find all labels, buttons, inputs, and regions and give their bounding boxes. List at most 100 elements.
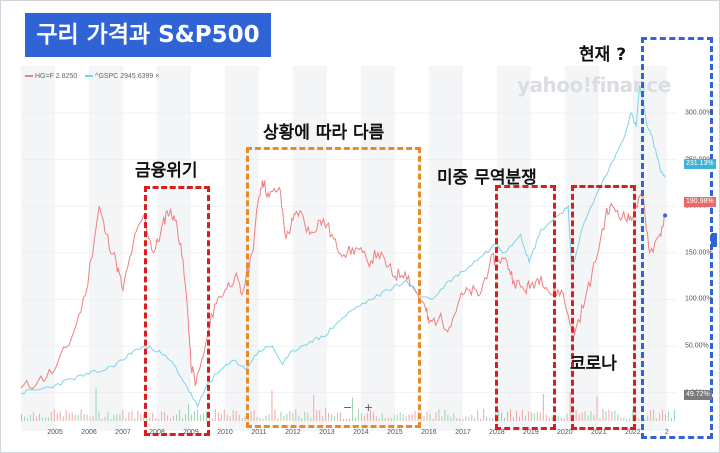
- volume-bar: [310, 417, 312, 421]
- volume-bar: [134, 418, 136, 421]
- volume-bar: [155, 417, 157, 421]
- volume-bar: [504, 417, 506, 421]
- volume-bar: [626, 418, 628, 421]
- year-band: [88, 66, 123, 431]
- volume-bar: [659, 413, 661, 421]
- volume-bar: [83, 414, 85, 421]
- volume-bar: [289, 411, 291, 421]
- zoom-out-button[interactable]: −: [343, 401, 353, 414]
- volume-bar: [530, 411, 532, 421]
- volume-bar: [486, 416, 488, 421]
- volume-bar: [137, 410, 139, 421]
- volume-bar: [432, 418, 434, 421]
- volume-bar: [104, 416, 106, 421]
- volume-bar: [671, 418, 673, 421]
- volume-bar: [471, 415, 473, 421]
- annotation-varies: 상황에 따라 다름: [263, 123, 385, 143]
- volume-bar: [611, 411, 613, 421]
- volume-bar: [357, 409, 359, 421]
- volume-bar: [41, 417, 43, 421]
- volume-bar: [152, 412, 154, 421]
- volume-bar: [396, 414, 398, 421]
- volume-bar: [354, 417, 356, 421]
- year-band: [156, 66, 191, 431]
- volume-bar: [569, 392, 571, 421]
- volume-bar: [602, 409, 604, 421]
- volume-bar: [665, 413, 667, 421]
- y-tick-label: 100.00%: [685, 295, 713, 303]
- volume-bar: [563, 418, 565, 421]
- volume-bar: [459, 418, 461, 421]
- year-band: [292, 66, 327, 431]
- volume-bar: [304, 411, 306, 421]
- volume-bar: [128, 412, 130, 421]
- year-band: [428, 66, 463, 431]
- volume-bar: [453, 413, 455, 421]
- volume-bar: [32, 412, 34, 421]
- close-icon[interactable]: ×: [155, 73, 160, 80]
- legend-item-sp500[interactable]: ^GSPC 2945.6399 ×: [85, 73, 159, 80]
- volume-bar: [283, 416, 285, 421]
- volume-bar: [125, 417, 127, 421]
- volume-bar: [74, 414, 76, 421]
- badge-gspc-value: 231.13%: [684, 159, 716, 169]
- volume-bar: [116, 414, 118, 421]
- volume-bar: [587, 415, 589, 421]
- volume-bar: [420, 411, 422, 421]
- volume-bar: [653, 409, 655, 421]
- volume-bar: [313, 394, 315, 421]
- volume-bar: [674, 409, 676, 421]
- zoom-in-button[interactable]: +: [363, 401, 373, 414]
- x-tick-label: 2006: [81, 429, 97, 436]
- volume-bar: [277, 418, 279, 421]
- volume-bar: [179, 409, 181, 421]
- volume-bar: [202, 413, 204, 421]
- volume-bar: [334, 415, 336, 421]
- series-endpoint: [663, 213, 668, 218]
- volume-bar: [548, 417, 550, 421]
- x-tick-label: 2017: [455, 429, 471, 436]
- volume-bar: [35, 416, 37, 421]
- volume-bar: [307, 412, 309, 421]
- year-band: [496, 66, 531, 431]
- volume-bar: [510, 409, 512, 421]
- volume-bar: [363, 415, 365, 421]
- volume-bar: [521, 409, 523, 421]
- volume-bar: [423, 416, 425, 421]
- volume-bar: [59, 411, 61, 421]
- volume-bar: [211, 418, 213, 421]
- volume-bar: [656, 418, 658, 421]
- volume-bar: [644, 418, 646, 421]
- volume-bar: [140, 414, 142, 421]
- scroll-handle[interactable]: [711, 233, 717, 247]
- volume-bar: [581, 412, 583, 421]
- volume-bar: [226, 415, 228, 421]
- year-band: [632, 66, 667, 431]
- volume-bar: [143, 414, 145, 421]
- volume-bar: [274, 409, 276, 421]
- volume-bar: [662, 409, 664, 421]
- volume-bar: [268, 414, 270, 421]
- volume-bar: [253, 409, 255, 421]
- volume-bar: [205, 411, 207, 421]
- volume-bar: [71, 412, 73, 421]
- y-tick-label: 150.00%: [685, 249, 713, 257]
- volume-bar: [480, 418, 482, 421]
- volume-bar: [214, 409, 216, 421]
- volume-bar: [536, 411, 538, 421]
- volume-bar: [539, 412, 541, 421]
- y-tick-label: 50.00%: [685, 342, 709, 350]
- x-tick-label: 2016: [421, 429, 437, 436]
- volume-bar: [259, 417, 261, 421]
- volume-bar: [185, 414, 186, 421]
- volume-bar: [316, 410, 318, 421]
- box-varies: [246, 147, 421, 428]
- x-tick-label: 2: [664, 429, 669, 436]
- volume-bar: [328, 412, 330, 421]
- volume-bar: [232, 409, 234, 421]
- volume-bar: [483, 409, 485, 421]
- legend-item-copper[interactable]: HG=F 2.8250: [25, 73, 77, 80]
- volume-bar: [301, 417, 303, 421]
- volume-bar: [298, 415, 300, 421]
